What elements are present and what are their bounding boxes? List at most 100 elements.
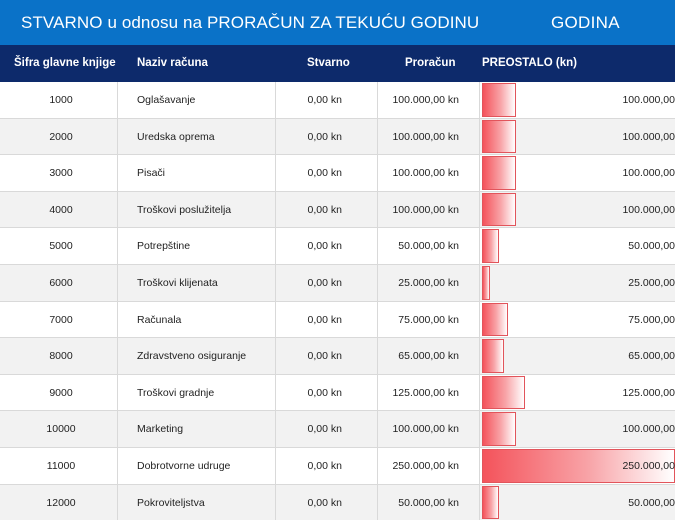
cell-budget[interactable]: 250.000,00 kn bbox=[378, 447, 480, 484]
cell-name[interactable]: Uredska oprema bbox=[118, 118, 276, 155]
cell-code[interactable]: 8000 bbox=[5, 338, 118, 374]
remaining-value: 100.000,00 bbox=[622, 423, 675, 436]
remaining-data-bar bbox=[482, 265, 491, 300]
cell-actual[interactable]: 0,00 kn bbox=[276, 155, 378, 191]
cell-actual[interactable]: 0,00 kn bbox=[276, 447, 378, 484]
cell-remaining[interactable]: 100.000,00 bbox=[480, 411, 675, 447]
header-actual[interactable]: Stvarno bbox=[307, 57, 350, 69]
remaining-value: 125.000,00 bbox=[622, 386, 675, 399]
cell-name[interactable]: Marketing bbox=[118, 411, 276, 447]
cell-budget[interactable]: 100.000,00 kn bbox=[378, 155, 480, 191]
remaining-data-bar bbox=[482, 156, 516, 190]
remaining-data-bar bbox=[482, 339, 504, 373]
cell-remaining[interactable]: 100.000,00 bbox=[480, 119, 675, 155]
table-header: Šifra glavne knjige Naziv računa Stvarno… bbox=[0, 45, 675, 82]
cell-name[interactable]: Troškovi poslužitelja bbox=[118, 191, 276, 228]
table-row[interactable]: 11000 Dobrotvorne udruge 0,00 kn 250.000,00… bbox=[0, 447, 675, 485]
header-budget[interactable]: Proračun bbox=[405, 57, 456, 69]
cell-actual[interactable]: 0,00 kn bbox=[276, 374, 378, 411]
cell-actual[interactable]: 0,00 kn bbox=[276, 264, 378, 301]
cell-code[interactable]: 7000 bbox=[5, 301, 118, 338]
cell-name[interactable]: Potrepštine bbox=[118, 228, 276, 264]
year-label[interactable]: GODINA bbox=[551, 13, 620, 32]
cell-budget[interactable]: 100.000,00 kn bbox=[378, 411, 480, 447]
cell-budget[interactable]: 65.000,00 kn bbox=[378, 338, 480, 374]
cell-remaining[interactable]: 100.000,00 bbox=[480, 155, 675, 191]
table-row[interactable]: 6000 Troškovi klijenata 0,00 kn 25.000,00 k… bbox=[0, 264, 675, 302]
cell-budget[interactable]: 100.000,00 kn bbox=[378, 82, 480, 118]
remaining-value: 100.000,00 bbox=[622, 94, 675, 106]
remaining-value: 65.000,00 bbox=[628, 350, 675, 363]
table-row[interactable]: 9000 Troškovi gradnje 0,00 kn 125.000,00 kn… bbox=[0, 374, 675, 412]
remaining-data-bar bbox=[482, 412, 516, 446]
cell-remaining[interactable]: 75.000,00 bbox=[480, 302, 675, 338]
cell-actual[interactable]: 0,00 kn bbox=[276, 338, 378, 374]
remaining-data-bar bbox=[482, 448, 675, 483]
cell-name[interactable]: Računala bbox=[118, 301, 276, 338]
cell-remaining[interactable]: 50.000,00 bbox=[480, 228, 675, 264]
cell-name[interactable]: Troškovi gradnje bbox=[118, 374, 276, 411]
cell-code[interactable]: 4000 bbox=[5, 191, 118, 228]
cell-code[interactable]: 12000 bbox=[5, 484, 118, 520]
cell-budget[interactable]: 50.000,00 kn bbox=[378, 228, 480, 264]
table-row[interactable]: 1000 Oglašavanje 0,00 kn 100.000,00 kn 100.0… bbox=[0, 82, 675, 119]
cell-actual[interactable]: 0,00 kn bbox=[276, 118, 378, 155]
remaining-data-bar bbox=[482, 302, 508, 337]
cell-name[interactable]: Pisači bbox=[118, 155, 276, 191]
remaining-value: 250.000,00 bbox=[622, 459, 675, 472]
cell-budget[interactable]: 25.000,00 kn bbox=[378, 264, 480, 301]
cell-code[interactable]: 5000 bbox=[5, 228, 118, 264]
cell-name[interactable]: Troškovi klijenata bbox=[118, 264, 276, 301]
remaining-data-bar bbox=[482, 192, 516, 227]
remaining-value: 100.000,00 bbox=[622, 203, 675, 216]
table-row[interactable]: 3000 Pisači 0,00 kn 100.000,00 kn 100.000,00 bbox=[0, 155, 675, 192]
cell-budget[interactable]: 75.000,00 kn bbox=[378, 301, 480, 338]
remaining-value: 75.000,00 bbox=[628, 313, 675, 326]
report-title: STVARNO u odnosu na PRORAČUN ZA TEKUĆU G… bbox=[21, 13, 480, 32]
cell-budget[interactable]: 100.000,00 kn bbox=[378, 118, 480, 155]
cell-remaining[interactable]: 100.000,00 bbox=[480, 192, 675, 228]
cell-remaining[interactable]: 50.000,00 bbox=[480, 485, 675, 520]
remaining-data-bar bbox=[482, 485, 500, 520]
cell-actual[interactable]: 0,00 kn bbox=[276, 191, 378, 228]
header-name[interactable]: Naziv računa bbox=[137, 57, 208, 69]
cell-code[interactable]: 6000 bbox=[5, 264, 118, 301]
table-row[interactable]: 10000 Marketing 0,00 kn 100.000,00 kn 100.00… bbox=[0, 411, 675, 448]
cell-code[interactable]: 1000 bbox=[5, 82, 118, 118]
cell-code[interactable]: 10000 bbox=[5, 411, 118, 447]
cell-remaining[interactable]: 100.000,00 bbox=[480, 82, 675, 118]
cell-name[interactable]: Oglašavanje bbox=[118, 82, 276, 118]
cell-remaining[interactable]: 250.000,00 bbox=[480, 448, 675, 484]
table-row[interactable]: 8000 Zdravstveno osiguranje 0,00 kn 65.000,… bbox=[0, 338, 675, 375]
cell-remaining[interactable]: 25.000,00 bbox=[480, 265, 675, 301]
table-row[interactable]: 2000 Uredska oprema 0,00 kn 100.000,00 kn 10… bbox=[0, 118, 675, 156]
cell-actual[interactable]: 0,00 kn bbox=[276, 411, 378, 447]
remaining-value: 100.000,00 bbox=[622, 130, 675, 143]
remaining-data-bar bbox=[482, 83, 516, 117]
remaining-value: 100.000,00 bbox=[622, 167, 675, 180]
cell-remaining[interactable]: 125.000,00 bbox=[480, 375, 675, 411]
cell-name[interactable]: Dobrotvorne udruge bbox=[118, 447, 276, 484]
remaining-value: 50.000,00 bbox=[628, 240, 675, 253]
cell-remaining[interactable]: 65.000,00 bbox=[480, 338, 675, 374]
table-row[interactable]: 4000 Troškovi poslužitelja 0,00 kn 100.000,… bbox=[0, 191, 675, 229]
table-row[interactable]: 12000 Pokroviteljstva 0,00 kn 50.000,00 kn 5… bbox=[0, 484, 675, 520]
cell-code[interactable]: 3000 bbox=[5, 155, 118, 191]
cell-actual[interactable]: 0,00 kn bbox=[276, 484, 378, 520]
cell-actual[interactable]: 0,00 kn bbox=[276, 228, 378, 264]
table-body: 1000 Oglašavanje 0,00 kn 100.000,00 kn 100.0… bbox=[0, 82, 675, 520]
cell-code[interactable]: 11000 bbox=[5, 447, 118, 484]
cell-code[interactable]: 2000 bbox=[5, 118, 118, 155]
cell-budget[interactable]: 100.000,00 kn bbox=[378, 191, 480, 228]
cell-name[interactable]: Zdravstveno osiguranje bbox=[118, 338, 276, 374]
cell-budget[interactable]: 50.000,00 kn bbox=[378, 484, 480, 520]
header-remaining[interactable]: PREOSTALO (kn) bbox=[482, 57, 577, 69]
cell-actual[interactable]: 0,00 kn bbox=[276, 82, 378, 118]
cell-budget[interactable]: 125.000,00 kn bbox=[378, 374, 480, 411]
header-code[interactable]: Šifra glavne knjige bbox=[14, 57, 116, 69]
cell-name[interactable]: Pokroviteljstva bbox=[118, 484, 276, 520]
table-row[interactable]: 5000 Potrepštine 0,00 kn 50.000,00 kn 50.000… bbox=[0, 228, 675, 265]
cell-actual[interactable]: 0,00 kn bbox=[276, 301, 378, 338]
table-row[interactable]: 7000 Računala 0,00 kn 75.000,00 kn 75.000,00 bbox=[0, 301, 675, 339]
cell-code[interactable]: 9000 bbox=[5, 374, 118, 411]
